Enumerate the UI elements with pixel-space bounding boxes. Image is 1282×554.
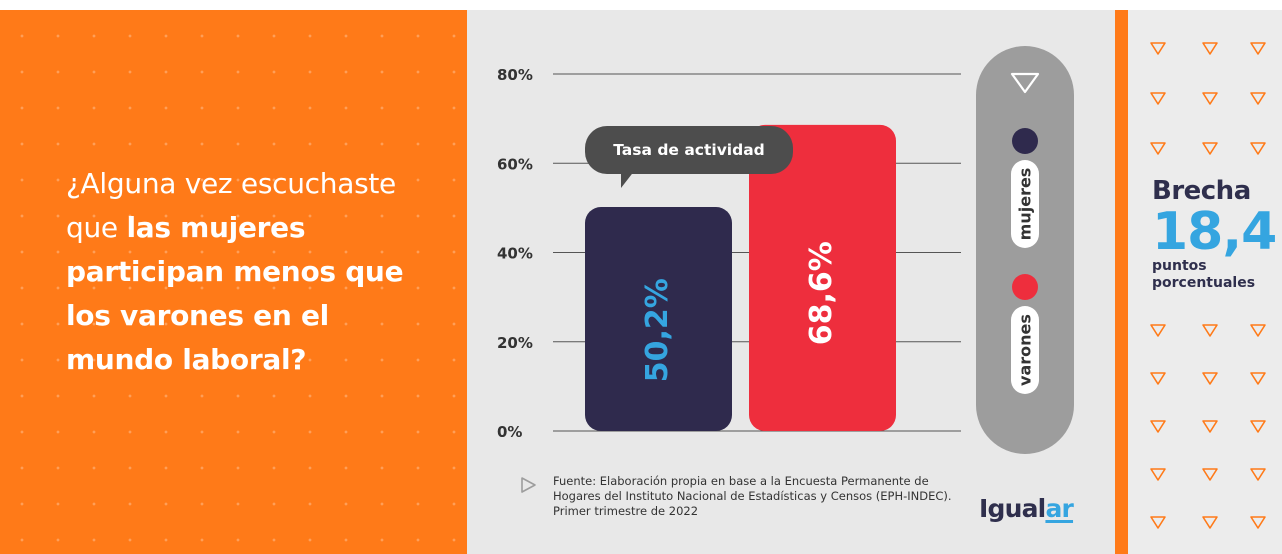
gap-summary: Brecha 18,4 puntos porcentuales (1152, 176, 1282, 292)
triangle-down-icon (1010, 72, 1040, 94)
legend-label-varones: varones (1016, 314, 1035, 386)
triangle-down-icon (1151, 517, 1165, 528)
legend-swatch-mujeres (1012, 128, 1038, 154)
triangle-down-icon (1151, 143, 1165, 154)
triangle-down-icon (1151, 373, 1165, 384)
triangle-down-icon (1203, 93, 1217, 104)
legend: mujeres varones (976, 46, 1074, 454)
gap-panel: Brecha 18,4 puntos porcentuales (1128, 10, 1282, 554)
triangle-down-icon (1151, 421, 1165, 432)
igualar-logo: Igualar (979, 494, 1073, 523)
triangle-down-icon (1251, 325, 1265, 336)
y-tick-label: 80% (497, 66, 533, 84)
bar-value-label-mujeres: 50,2% (640, 278, 675, 382)
triangle-down-icon (1203, 421, 1217, 432)
y-tick-label: 60% (497, 155, 533, 173)
triangle-down-icon (1251, 373, 1265, 384)
triangle-down-icon (1151, 43, 1165, 54)
gap-value: 18,4 (1152, 206, 1282, 258)
annotation-text: Tasa de actividad (585, 126, 793, 174)
triangle-down-icon (1251, 421, 1265, 432)
triangle-pattern-top (1128, 40, 1282, 160)
legend-item-varones: varones (1011, 274, 1039, 300)
bar-value-label-varones: 68,6% (804, 241, 839, 345)
triangle-down-icon (1203, 517, 1217, 528)
triangle-down-icon (1251, 93, 1265, 104)
y-tick-label: 40% (497, 245, 533, 263)
triangle-down-icon (1151, 469, 1165, 480)
legend-item-mujeres: mujeres (1011, 128, 1039, 154)
source-text: Fuente: Elaboración propia en base a la … (553, 474, 973, 519)
gap-unit: puntos porcentuales (1152, 258, 1282, 292)
triangle-down-icon (1251, 143, 1265, 154)
triangle-down-icon (1203, 43, 1217, 54)
question-text: ¿Alguna vez escuchaste que las mujeres p… (66, 162, 426, 382)
triangle-down-icon (1203, 143, 1217, 154)
play-triangle-icon (519, 476, 537, 494)
chart-panel: 0% 20% 40% 60% 80% 50,2% 68,6% Tasa de activid… (467, 10, 1115, 554)
legend-label-box-mujeres: mujeres (1011, 160, 1039, 248)
triangle-down-icon (1203, 469, 1217, 480)
legend-label-box-varones: varones (1011, 306, 1039, 394)
triangle-down-icon (1251, 43, 1265, 54)
triangle-down-icon (1251, 517, 1265, 528)
orange-divider (1115, 10, 1128, 554)
logo-part2: ar (1045, 494, 1073, 523)
triangle-down-icon (1251, 469, 1265, 480)
triangle-pattern-bottom (1128, 322, 1282, 554)
triangle-down-icon (1203, 325, 1217, 336)
triangle-down-icon (1151, 93, 1165, 104)
y-tick-label: 20% (497, 334, 533, 352)
legend-swatch-varones (1012, 274, 1038, 300)
legend-label-mujeres: mujeres (1016, 168, 1035, 241)
logo-part1: Igual (979, 494, 1045, 523)
intro-panel: ¿Alguna vez escuchaste que las mujeres p… (0, 10, 467, 554)
triangle-down-icon (1203, 373, 1217, 384)
annotation-bubble: Tasa de actividad (585, 126, 795, 186)
y-tick-label: 0% (497, 423, 522, 441)
triangle-down-icon (1151, 325, 1165, 336)
